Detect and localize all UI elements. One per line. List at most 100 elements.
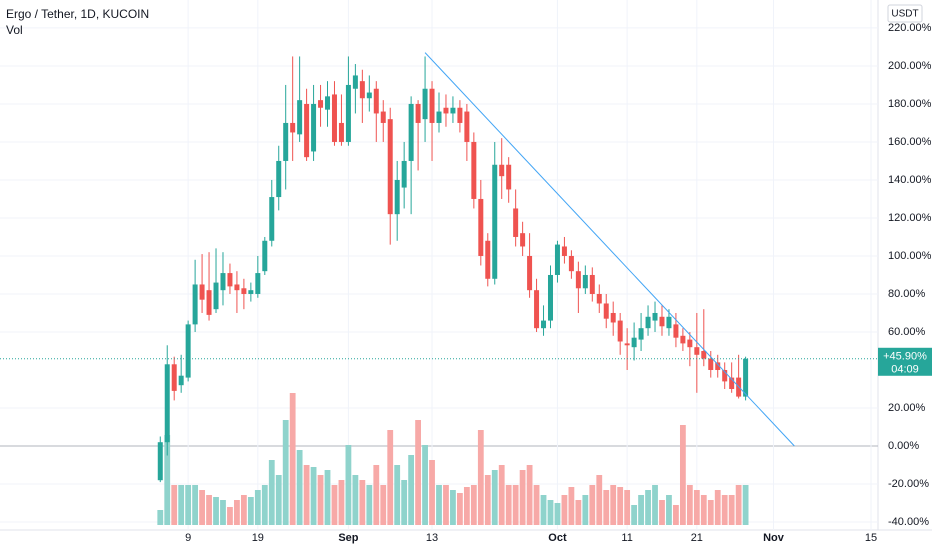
candle-body	[645, 316, 651, 329]
candle-body	[478, 198, 484, 256]
volume-bar	[568, 487, 575, 525]
volume-bar	[373, 465, 380, 525]
x-tick-label: Nov	[763, 532, 785, 544]
y-tick-label: 120.00%	[888, 212, 932, 224]
candle-body	[450, 107, 456, 114]
candle-body	[652, 312, 658, 321]
candle-body	[178, 375, 184, 386]
volume-bar	[331, 485, 338, 525]
volume-bar	[234, 500, 240, 525]
volume-bar	[380, 485, 387, 525]
volume-bar	[240, 495, 247, 525]
candle-body	[206, 290, 212, 315]
candle-body	[394, 179, 400, 215]
y-tick-label: 220.00%	[888, 22, 932, 34]
volume-bar	[268, 460, 275, 525]
candle-body	[401, 160, 407, 188]
candle-body	[715, 362, 721, 370]
volume-bar	[561, 495, 568, 525]
candle-body	[596, 293, 602, 304]
volume-bar	[289, 393, 296, 525]
candle-body	[422, 88, 428, 120]
candle-body	[234, 284, 240, 291]
x-tick-label: 9	[185, 532, 191, 544]
volume-bar	[693, 490, 700, 525]
candle-body	[561, 246, 567, 256]
candle-body	[464, 111, 470, 142]
candle-body	[331, 94, 337, 142]
candle-body	[436, 111, 442, 123]
volume-bar	[666, 495, 672, 525]
volume-bar	[275, 475, 282, 525]
candle-body	[171, 364, 177, 391]
candle-body	[506, 164, 512, 190]
candle-body	[492, 164, 498, 279]
volume-bar	[317, 475, 324, 525]
y-tick-label: 60.00%	[888, 326, 926, 338]
candle-body	[248, 290, 254, 294]
volume-bar	[171, 485, 178, 525]
currency-label[interactable]: USDT	[891, 9, 918, 20]
candle-body	[631, 337, 637, 348]
candle-body	[262, 240, 268, 272]
candle-body	[673, 324, 679, 338]
y-tick-label: 100.00%	[888, 250, 932, 262]
volume-bar	[505, 485, 512, 525]
volume-bar	[512, 485, 519, 525]
y-tick-label: 80.00%	[888, 288, 926, 300]
volume-bar	[415, 420, 421, 525]
volume-bar	[700, 495, 707, 525]
candle-body	[568, 255, 574, 272]
volume-bar	[526, 465, 533, 525]
candle-body	[227, 273, 233, 287]
candle-body	[547, 274, 553, 321]
price-tag	[878, 347, 932, 376]
candle-body	[415, 103, 421, 123]
volume-bar	[714, 490, 721, 525]
candle-body	[220, 273, 226, 291]
candle-body	[680, 335, 686, 344]
x-tick-label: Oct	[548, 532, 567, 544]
volume-bar	[617, 487, 624, 525]
candles	[157, 56, 749, 483]
candle-body	[387, 119, 393, 215]
candle-body	[290, 122, 296, 133]
candle-body	[666, 316, 672, 329]
volume-bar	[282, 420, 289, 525]
chart-title: Ergo / Tether, 1D, KUCOIN	[6, 7, 149, 21]
volume-bar	[735, 485, 742, 525]
volume-bar	[296, 450, 303, 525]
candle-body	[534, 290, 540, 329]
volume-pane	[157, 393, 749, 525]
volume-bar	[338, 480, 345, 525]
volume-bar	[498, 465, 505, 525]
candle-body	[164, 364, 170, 443]
x-tick-label: 15	[865, 532, 877, 544]
volume-bar	[484, 475, 491, 525]
volume-bar	[554, 503, 561, 525]
candle-body	[443, 107, 449, 114]
volume-bar	[213, 497, 219, 525]
volume-bar	[547, 500, 554, 525]
candle-body	[603, 303, 609, 319]
volume-bar	[185, 485, 192, 525]
y-tick-label: 140.00%	[888, 174, 932, 186]
currency-box[interactable]	[887, 4, 923, 23]
volume-bar	[254, 490, 261, 525]
candle-body	[345, 84, 351, 142]
candle-body	[694, 347, 700, 355]
volume-bar	[206, 495, 212, 525]
candle-body	[687, 339, 693, 348]
volume-bar	[679, 425, 686, 525]
volume-bar	[345, 445, 352, 525]
overlays	[0, 52, 878, 447]
volume-bar	[686, 485, 693, 525]
volume-bar	[631, 505, 638, 525]
candle-body	[373, 88, 379, 114]
candle-body	[729, 377, 735, 389]
volume-bar	[533, 485, 540, 525]
volume-bar	[436, 485, 442, 525]
volume-bar	[673, 505, 679, 525]
